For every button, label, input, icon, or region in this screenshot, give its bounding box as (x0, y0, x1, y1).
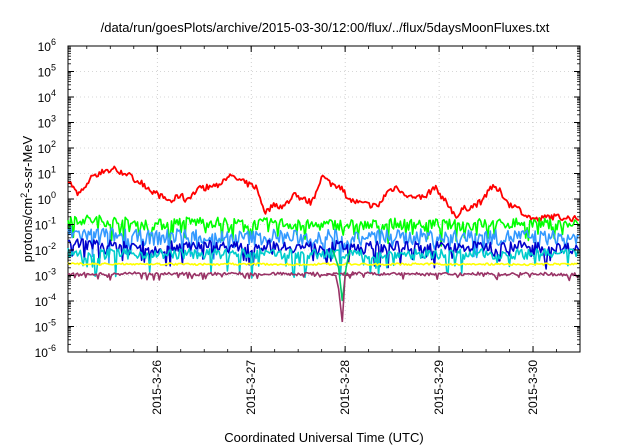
y-tick-label: 103 (38, 114, 56, 131)
x-tick-label: 2015-3-27 (244, 360, 258, 415)
y-axis-label: protons/cm2-s-sr-MeV (19, 135, 35, 262)
ticks (68, 45, 580, 353)
y-tick-label: 10-5 (35, 318, 56, 335)
x-axis-label: Coordinated Universal Time (UTC) (224, 430, 423, 445)
y-tick-label: 104 (38, 88, 56, 105)
series-line (67, 225, 580, 265)
y-tick-label: 106 (38, 37, 56, 54)
x-tick-label: 2015-3-26 (150, 360, 164, 415)
series-layer (67, 165, 580, 323)
series-line (67, 214, 580, 247)
series-line (67, 165, 580, 223)
y-tick-label: 102 (38, 139, 56, 156)
series-line (67, 271, 580, 282)
series-line (67, 238, 580, 270)
y-tick-label: 10-1 (35, 216, 56, 233)
series-line (67, 262, 580, 267)
y-tick-label: 105 (38, 63, 56, 80)
y-tick-labels: 10-6 10-5 10-4 10-3 10-2 10-1 100 101 102 103 104 1… (35, 37, 56, 360)
series-dip (332, 249, 351, 302)
x-tick-label: 2015-3-29 (432, 360, 446, 415)
chart-title: /data/run/goesPlots/archive/2015-03-30/1… (101, 20, 550, 35)
x-tick-labels: 2015-3-26 2015-3-27 2015-3-28 2015-3-29 2015… (150, 360, 540, 415)
x-tick-label: 2015-3-30 (526, 360, 540, 415)
y-tick-label: 100 (38, 190, 56, 207)
x-tick-label: 2015-3-28 (338, 360, 352, 415)
series-line (67, 247, 580, 279)
y-tick-label: 10-3 (35, 267, 56, 284)
series-dip (326, 272, 355, 323)
y-tick-label: 10-2 (35, 241, 56, 258)
y-tick-label: 10-4 (35, 292, 56, 309)
y-tick-label: 10-6 (35, 343, 56, 360)
y-tick-label: 101 (38, 165, 56, 182)
